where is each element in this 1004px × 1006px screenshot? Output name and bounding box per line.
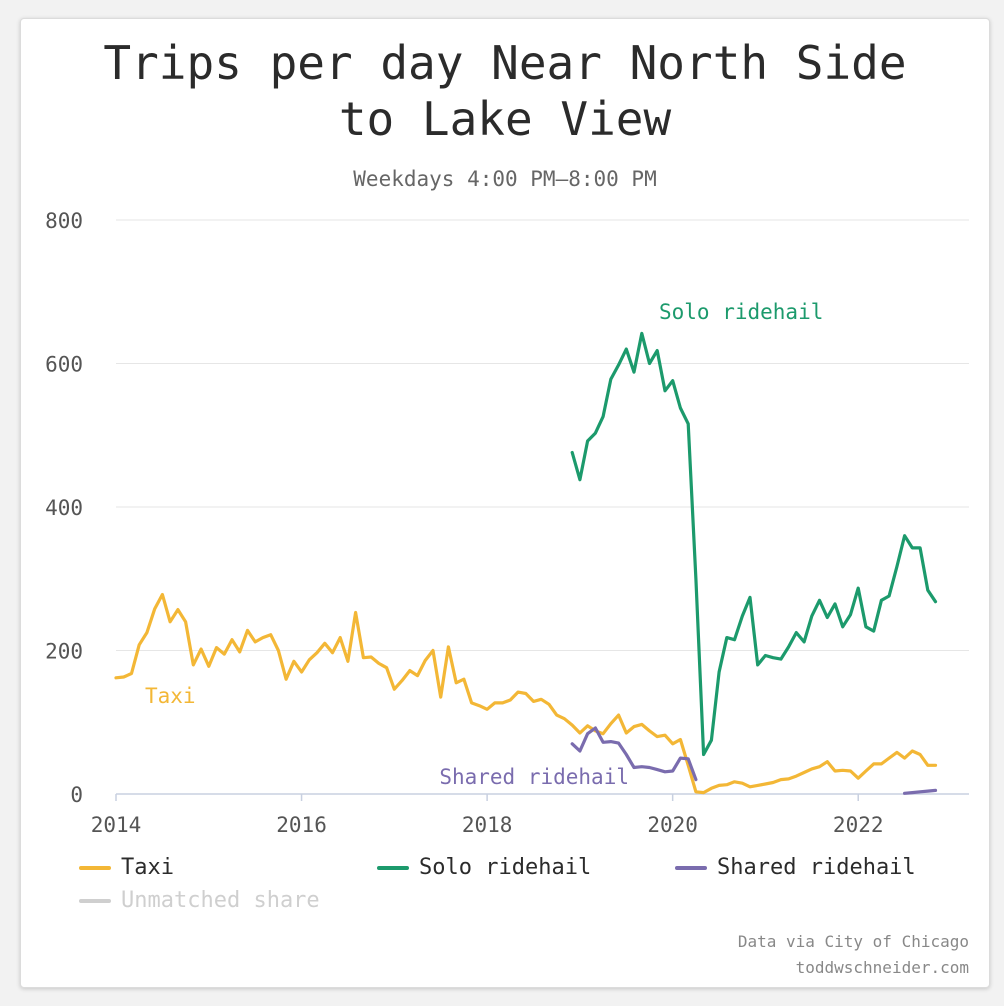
x-tick-label-2018: 2018	[462, 813, 513, 837]
chart-title-line2: to Lake View	[338, 92, 672, 146]
y-tick-label-200: 200	[45, 640, 83, 664]
legend-swatch-taxi	[79, 865, 111, 870]
legend-label-solo-ridehail: Solo ridehail	[419, 855, 592, 880]
legend-swatch-shared-ridehail	[675, 865, 707, 870]
legend-swatch-unmatched-share	[79, 898, 111, 903]
legend-item-shared-ridehail[interactable]: Shared ridehail	[675, 855, 916, 880]
taxi-series-line	[114, 592, 938, 795]
chart-card: Trips per day Near North Side to Lake Vi…	[20, 18, 990, 988]
x-tick-label-2020: 2020	[647, 813, 698, 837]
legend-label-shared-ridehail: Shared ridehail	[717, 855, 916, 880]
solo-ridehail-series-label: Solo ridehail	[659, 300, 823, 324]
legend-item-solo-ridehail[interactable]: Solo ridehail	[377, 855, 591, 880]
legend-item-unmatched-share[interactable]: Unmatched share	[79, 888, 320, 913]
y-tick-label-0: 0	[70, 783, 83, 807]
y-tick-label-800: 800	[45, 209, 83, 233]
chart-title-line1: Trips per day Near North Side	[103, 36, 907, 90]
chart-subtitle: Weekdays 4:00 PM–8:00 PM	[353, 167, 657, 191]
x-tick-label-2014: 2014	[91, 813, 142, 837]
legend-label-unmatched-share: Unmatched share	[121, 888, 320, 913]
line-chart-plot: 0 200 400 600 800 2014 2016 2018 2020 2022 Taxi Sol…	[45, 209, 969, 837]
solo-ridehail-series-line	[570, 331, 938, 757]
y-tick-label-400: 400	[45, 496, 83, 520]
y-tick-label-600: 600	[45, 353, 83, 377]
taxi-series-label: Taxi	[145, 684, 196, 708]
legend-label-taxi: Taxi	[121, 855, 174, 880]
shared-ridehail-series-label: Shared ridehail	[439, 765, 629, 789]
credit-data-source: Data via City of Chicago	[737, 932, 969, 951]
shared-ridehail-series-line-late	[903, 788, 938, 795]
shared-ridehail-series-line	[570, 726, 698, 782]
credit-site: toddwschneider.com	[795, 958, 969, 977]
legend-swatch-solo-ridehail	[377, 865, 409, 870]
x-tick-label-2016: 2016	[276, 813, 327, 837]
x-tick-label-2022: 2022	[833, 813, 884, 837]
chart-credits: Data via City of Chicago toddwschneider.…	[738, 929, 969, 981]
chart-title: Trips per day Near North Side to Lake Vi…	[21, 35, 989, 147]
legend-item-taxi[interactable]: Taxi	[79, 855, 174, 880]
